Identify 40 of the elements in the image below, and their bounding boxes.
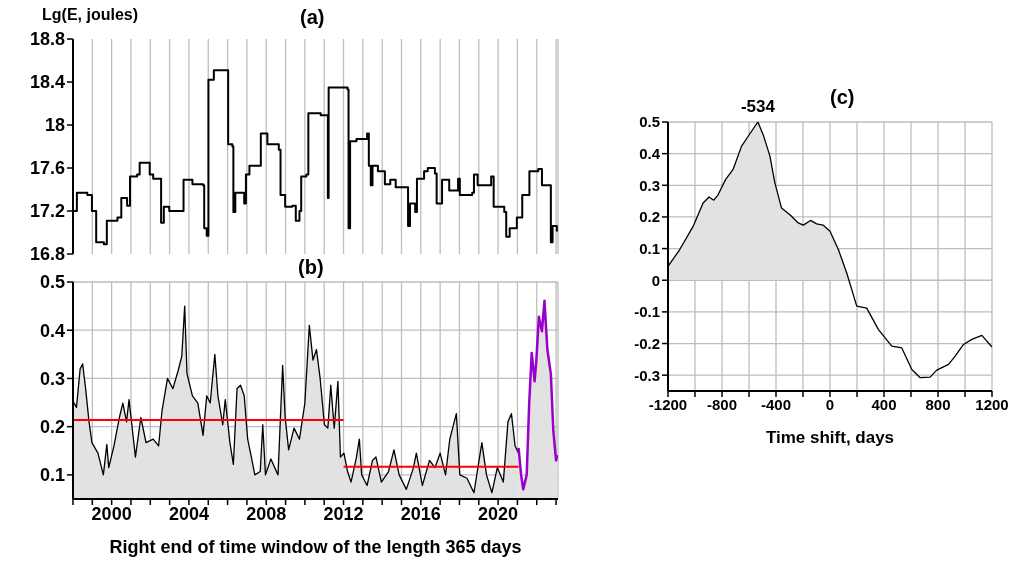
y-tick-label: 17.2 [29, 201, 65, 222]
x-axis-title: Right end of time window of the length 365 days [108, 537, 523, 558]
x-axis-title: Time shift, days [764, 428, 896, 448]
chart-title: (c) [830, 86, 855, 109]
x-tick-label: 800 [925, 395, 951, 413]
y-tick-label: 18.8 [29, 29, 65, 50]
x-tick-label: 1200 [975, 395, 1009, 413]
x-tick-label: 2012 [323, 503, 364, 524]
y-tick-label: 16.8 [29, 244, 65, 265]
y-tick-label: -0.2 [634, 334, 660, 352]
y-tick-label: 0 [651, 271, 660, 289]
x-tick-label: -800 [706, 395, 738, 413]
y-tick-label: 0.2 [39, 417, 65, 438]
y-tick-label: 18.4 [29, 72, 65, 93]
y-tick-label: 0.5 [39, 272, 65, 293]
x-tick-label: 0 [825, 395, 835, 413]
annotation: -534 [740, 97, 776, 116]
x-tick-label: 2000 [91, 503, 132, 524]
chart-title: (a) [300, 6, 325, 29]
y-tick-label: 0.1 [639, 239, 660, 257]
y-tick-label: -0.1 [634, 303, 660, 321]
y-tick-label: 0.5 [639, 113, 660, 131]
x-tick-label: 2004 [168, 503, 209, 524]
x-tick-label: 400 [871, 395, 897, 413]
y-tick-label: 0.4 [39, 320, 65, 341]
y-tick-label: 17.6 [29, 158, 65, 179]
y-tick-label: 0.1 [39, 465, 65, 486]
y-tick-label: 0.4 [639, 144, 661, 162]
y-tick-label: -0.3 [634, 366, 660, 384]
y-axis-title: Lg(E, joules) [42, 6, 138, 24]
y-tick-label: 0.3 [39, 368, 65, 389]
x-tick-label: 2008 [246, 503, 287, 524]
x-tick-label: 2016 [400, 503, 441, 524]
chart-title: (b) [298, 256, 324, 279]
x-tick-label: -1200 [648, 395, 688, 413]
x-tick-label: 2020 [478, 503, 519, 524]
x-tick-label: -400 [760, 395, 792, 413]
y-tick-label: 0.3 [639, 176, 660, 194]
y-tick-label: 0.2 [639, 208, 660, 226]
y-tick-label: 18 [44, 115, 65, 136]
